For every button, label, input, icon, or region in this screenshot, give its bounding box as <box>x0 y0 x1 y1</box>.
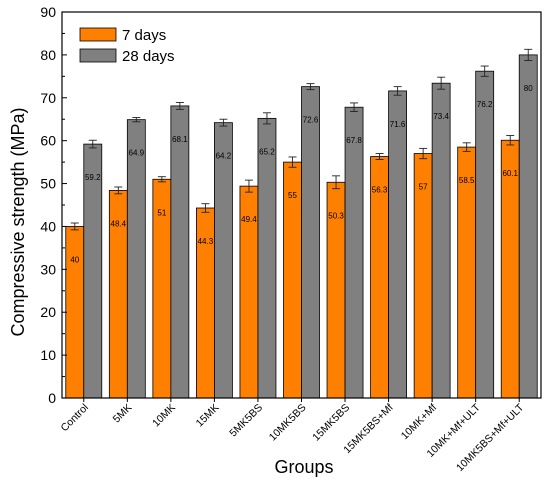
y-tick-label-50: 50 <box>40 176 56 192</box>
legend-label-28-days: 28 days <box>122 48 175 65</box>
error-bar-28-days-10mk5bs-mf-ult <box>524 48 533 61</box>
x-tick-label-5mk5bs: 5MK5BS <box>227 402 265 440</box>
error-bar-7-days-10mk5bs <box>288 156 297 168</box>
x-tick-label-control: Control <box>58 402 90 434</box>
bar-7-days-10mk5bs-mf-ult <box>500 139 520 399</box>
data-label-7-days-10mk-mf: 57 <box>419 183 428 192</box>
legend-label-7-days: 7 days <box>122 27 166 44</box>
error-bar-7-days-10mk-mf-ult <box>462 142 471 152</box>
error-bar-7-days-10mk-mf <box>419 147 428 160</box>
x-tick-label-10mk-mf: 10MK+Mf <box>399 402 440 443</box>
bars-layer <box>65 54 538 399</box>
bar-28-days-15mk5bs-mf <box>388 90 407 399</box>
error-bar-7-days-15mk5bs-mf <box>375 153 384 160</box>
bar-28-days-5mk <box>126 119 146 399</box>
legend-swatch-7-days <box>79 27 117 42</box>
error-bar-7-days-10mk5bs-mf-ult <box>506 135 515 146</box>
error-bar-28-days-15mk <box>219 118 228 127</box>
data-label-28-days-15mk5bs: 67.8 <box>346 136 362 145</box>
data-label-7-days-5mk: 48.4 <box>111 219 127 228</box>
bar-28-days-15mk <box>214 122 233 399</box>
data-label-28-days-10mk: 68.1 <box>172 135 188 144</box>
error-bar-28-days-10mk <box>175 102 184 110</box>
data-label-28-days-10mk5bs-mf-ult: 80 <box>524 84 533 93</box>
x-tick-label-10mk: 10MK <box>150 402 178 430</box>
data-label-28-days-control: 59.2 <box>85 173 101 182</box>
y-tick-label-40: 40 <box>40 218 56 234</box>
y-tick-label-10: 10 <box>40 347 56 363</box>
error-bar-7-days-15mk5bs <box>332 175 341 190</box>
error-bar-28-days-10mk5bs <box>306 83 315 91</box>
y-tick-label-90: 90 <box>40 4 56 20</box>
y-tick-label-80: 80 <box>40 47 56 63</box>
data-label-7-days-control: 40 <box>70 255 79 264</box>
bar-28-days-10mk-mf-ult <box>475 70 495 399</box>
bar-28-days-10mk <box>170 105 190 399</box>
data-label-7-days-5mk5bs: 49.4 <box>241 215 257 224</box>
bar-28-days-10mk-mf <box>431 82 451 399</box>
legend-swatch-28-days <box>79 48 117 63</box>
data-label-28-days-15mk5bs-mf: 71.6 <box>390 120 406 129</box>
data-label-28-days-10mk-mf: 73.4 <box>433 112 449 121</box>
bar-28-days-5mk5bs <box>257 117 277 399</box>
bar-28-days-15mk5bs <box>344 106 364 399</box>
legend: 7 days 28 days <box>79 27 175 65</box>
error-bar-7-days-10mk <box>157 176 166 183</box>
error-bar-7-days-control <box>70 222 79 231</box>
data-labels-layer: 40 59.2 48.4 64.9 51 68.1 44.3 64.2 49.4 65.2 55 72… <box>70 84 533 265</box>
bar-7-days-control <box>65 226 85 399</box>
bar-28-days-control <box>83 143 103 399</box>
error-bar-28-days-10mk-mf <box>437 76 446 90</box>
error-bars-layer <box>70 48 533 231</box>
error-bar-7-days-5mk5bs <box>244 179 253 193</box>
bar-28-days-10mk5bs <box>301 86 320 399</box>
error-bar-7-days-15mk <box>201 203 210 213</box>
bar-28-days-10mk5bs-mf-ult <box>518 54 538 399</box>
x-tick-label-5mk: 5MK <box>111 402 135 426</box>
data-label-28-days-10mk-mf-ult: 76.2 <box>477 100 493 109</box>
y-tick-label-30: 30 <box>40 261 56 277</box>
error-bar-28-days-5mk <box>132 117 141 123</box>
error-bar-28-days-control <box>88 139 97 149</box>
data-label-28-days-5mk: 64.9 <box>129 149 145 158</box>
data-label-7-days-10mk5bs-mf-ult: 60.1 <box>502 169 518 178</box>
data-label-7-days-10mk-mf-ult: 58.5 <box>459 176 475 185</box>
error-bar-28-days-15mk5bs-mf <box>393 86 402 96</box>
y-tick-label-70: 70 <box>40 90 56 106</box>
error-bar-28-days-10mk-mf-ult <box>480 65 489 77</box>
x-axis-title: Groups <box>274 457 333 477</box>
data-label-28-days-5mk5bs: 65.2 <box>259 147 275 156</box>
error-bar-28-days-5mk5bs <box>262 112 271 125</box>
y-ticks-layer: 0 10 20 30 40 50 60 70 80 90 <box>40 4 67 406</box>
data-label-28-days-15mk: 64.2 <box>216 152 232 161</box>
error-bar-28-days-15mk5bs <box>350 102 359 112</box>
y-tick-label-0: 0 <box>48 390 56 406</box>
data-label-7-days-10mk: 51 <box>157 208 166 217</box>
y-axis-title: Compressive strength (MPa) <box>8 107 28 336</box>
y-tick-label-60: 60 <box>40 133 56 149</box>
data-label-7-days-10mk5bs: 55 <box>288 191 297 200</box>
error-bar-7-days-5mk <box>114 186 123 195</box>
x-tick-label-15mk5bs: 15MK5BS <box>310 402 352 444</box>
data-label-7-days-15mk5bs-mf: 56.3 <box>372 186 388 195</box>
data-label-7-days-15mk5bs: 50.3 <box>328 211 344 220</box>
data-label-7-days-15mk: 44.3 <box>198 237 214 246</box>
data-label-28-days-10mk5bs: 72.6 <box>303 116 319 125</box>
x-tick-label-10mk5bs: 10MK5BS <box>267 402 309 444</box>
y-tick-label-20: 20 <box>40 304 56 320</box>
x-tick-label-15mk: 15MK <box>194 402 222 430</box>
